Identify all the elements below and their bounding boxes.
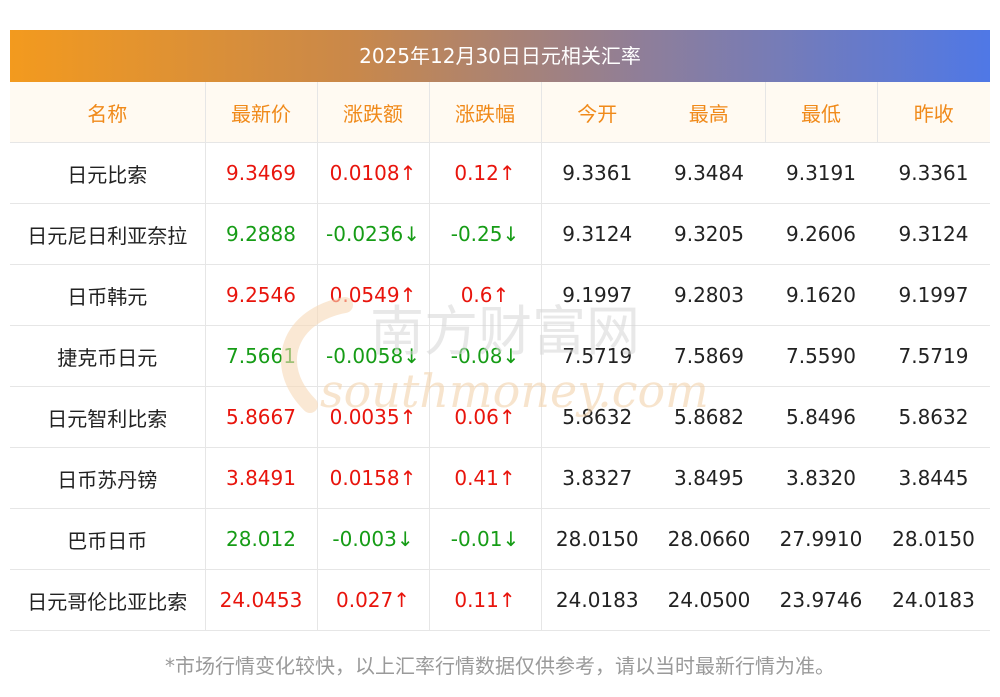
cell-name: 巴币日币: [10, 508, 206, 570]
cell-change-pct: 0.11↑: [429, 569, 542, 631]
cell-open: 5.8632: [541, 386, 653, 448]
cell-change: 0.0108↑: [317, 142, 430, 204]
cell-prev-close: 7.5719: [877, 325, 990, 387]
table-row: 日元智利比索 5.8667 0.0035↑ 0.06↑ 5.8632 5.8682 5.84…: [10, 386, 990, 448]
header-high: 最高: [653, 82, 766, 143]
cell-low: 23.9746: [765, 569, 877, 631]
cell-low: 7.5590: [765, 325, 877, 387]
cell-prev-close: 9.3361: [877, 142, 990, 204]
header-latest: 最新价: [205, 82, 318, 143]
cell-open: 7.5719: [541, 325, 653, 387]
table-row: 日元哥伦比亚比索 24.0453 0.027↑ 0.11↑ 24.0183 24.0500…: [10, 569, 990, 631]
table-row: 日币韩元 9.2546 0.0549↑ 0.6↑ 9.1997 9.2803 9.1620 9…: [10, 264, 990, 326]
cell-change: -0.003↓: [317, 508, 430, 570]
cell-low: 27.9910: [765, 508, 877, 570]
cell-high: 7.5869: [653, 325, 765, 387]
cell-high: 28.0660: [653, 508, 765, 570]
table-row: 日元尼日利亚奈拉 9.2888 -0.0236↓ -0.25↓ 9.3124 9.3205…: [10, 203, 990, 265]
cell-change-pct: -0.01↓: [429, 508, 542, 570]
cell-change-pct: 0.12↑: [429, 142, 542, 204]
cell-open: 28.0150: [541, 508, 653, 570]
cell-low: 9.1620: [765, 264, 877, 326]
table-row: 捷克币日元 7.5661 -0.0058↓ -0.08↓ 7.5719 7.5869 7.5…: [10, 325, 990, 387]
cell-low: 3.8320: [765, 447, 877, 509]
cell-name: 日元尼日利亚奈拉: [10, 203, 206, 265]
cell-low: 5.8496: [765, 386, 877, 448]
cell-name: 日币韩元: [10, 264, 206, 326]
cell-change: 0.0549↑: [317, 264, 430, 326]
cell-latest: 5.8667: [205, 386, 318, 448]
header-low: 最低: [765, 82, 878, 143]
cell-latest: 3.8491: [205, 447, 318, 509]
page-title: 2025年12月30日日元相关汇率: [10, 30, 990, 82]
cell-prev-close: 9.3124: [877, 203, 990, 265]
table-row: 日元比索 9.3469 0.0108↑ 0.12↑ 9.3361 9.3484 9.3191…: [10, 142, 990, 204]
cell-change: 0.0035↑: [317, 386, 430, 448]
header-change-pct: 涨跌幅: [429, 82, 542, 143]
cell-prev-close: 28.0150: [877, 508, 990, 570]
cell-prev-close: 9.1997: [877, 264, 990, 326]
cell-high: 9.3484: [653, 142, 765, 204]
header-prev-close: 昨收: [877, 82, 990, 143]
cell-high: 5.8682: [653, 386, 765, 448]
header-name: 名称: [10, 82, 206, 143]
table-header-row: 名称 最新价 涨跌额 涨跌幅 今开 最高 最低 昨收: [10, 82, 990, 143]
cell-name: 日元智利比索: [10, 386, 206, 448]
cell-change: -0.0236↓: [317, 203, 430, 265]
table-row: 巴币日币 28.012 -0.003↓ -0.01↓ 28.0150 28.0660 27.…: [10, 508, 990, 570]
cell-change-pct: 0.41↑: [429, 447, 542, 509]
header-open: 今开: [541, 82, 653, 143]
cell-name: 捷克币日元: [10, 325, 206, 387]
cell-name: 日元哥伦比亚比索: [10, 569, 206, 631]
table-row: 日币苏丹镑 3.8491 0.0158↑ 0.41↑ 3.8327 3.8495 3.832…: [10, 447, 990, 509]
cell-latest: 9.2888: [205, 203, 318, 265]
cell-low: 9.3191: [765, 142, 877, 204]
cell-latest: 28.012: [205, 508, 318, 570]
cell-prev-close: 5.8632: [877, 386, 990, 448]
cell-change-pct: 0.6↑: [429, 264, 542, 326]
cell-change: 0.0158↑: [317, 447, 430, 509]
cell-name: 日元比索: [10, 142, 206, 204]
cell-latest: 9.2546: [205, 264, 318, 326]
cell-high: 9.2803: [653, 264, 765, 326]
cell-high: 24.0500: [653, 569, 765, 631]
cell-latest: 24.0453: [205, 569, 318, 631]
cell-prev-close: 24.0183: [877, 569, 990, 631]
cell-open: 9.3361: [541, 142, 653, 204]
exchange-rate-table: 名称 最新价 涨跌额 涨跌幅 今开 最高 最低 昨收 日元比索 9.3469 0.0…: [10, 82, 990, 631]
cell-open: 9.1997: [541, 264, 653, 326]
cell-high: 3.8495: [653, 447, 765, 509]
cell-latest: 9.3469: [205, 142, 318, 204]
cell-change-pct: 0.06↑: [429, 386, 542, 448]
cell-open: 24.0183: [541, 569, 653, 631]
cell-low: 9.2606: [765, 203, 877, 265]
cell-high: 9.3205: [653, 203, 765, 265]
cell-change: 0.027↑: [317, 569, 430, 631]
cell-name: 日币苏丹镑: [10, 447, 206, 509]
cell-change: -0.0058↓: [317, 325, 430, 387]
disclaimer-footnote: *市场行情变化较快，以上汇率行情数据仅供参考，请以当时最新行情为准。: [165, 654, 835, 678]
cell-latest: 7.5661: [205, 325, 318, 387]
cell-change-pct: -0.08↓: [429, 325, 542, 387]
cell-open: 9.3124: [541, 203, 653, 265]
cell-open: 3.8327: [541, 447, 653, 509]
header-change: 涨跌额: [317, 82, 430, 143]
cell-prev-close: 3.8445: [877, 447, 990, 509]
cell-change-pct: -0.25↓: [429, 203, 542, 265]
